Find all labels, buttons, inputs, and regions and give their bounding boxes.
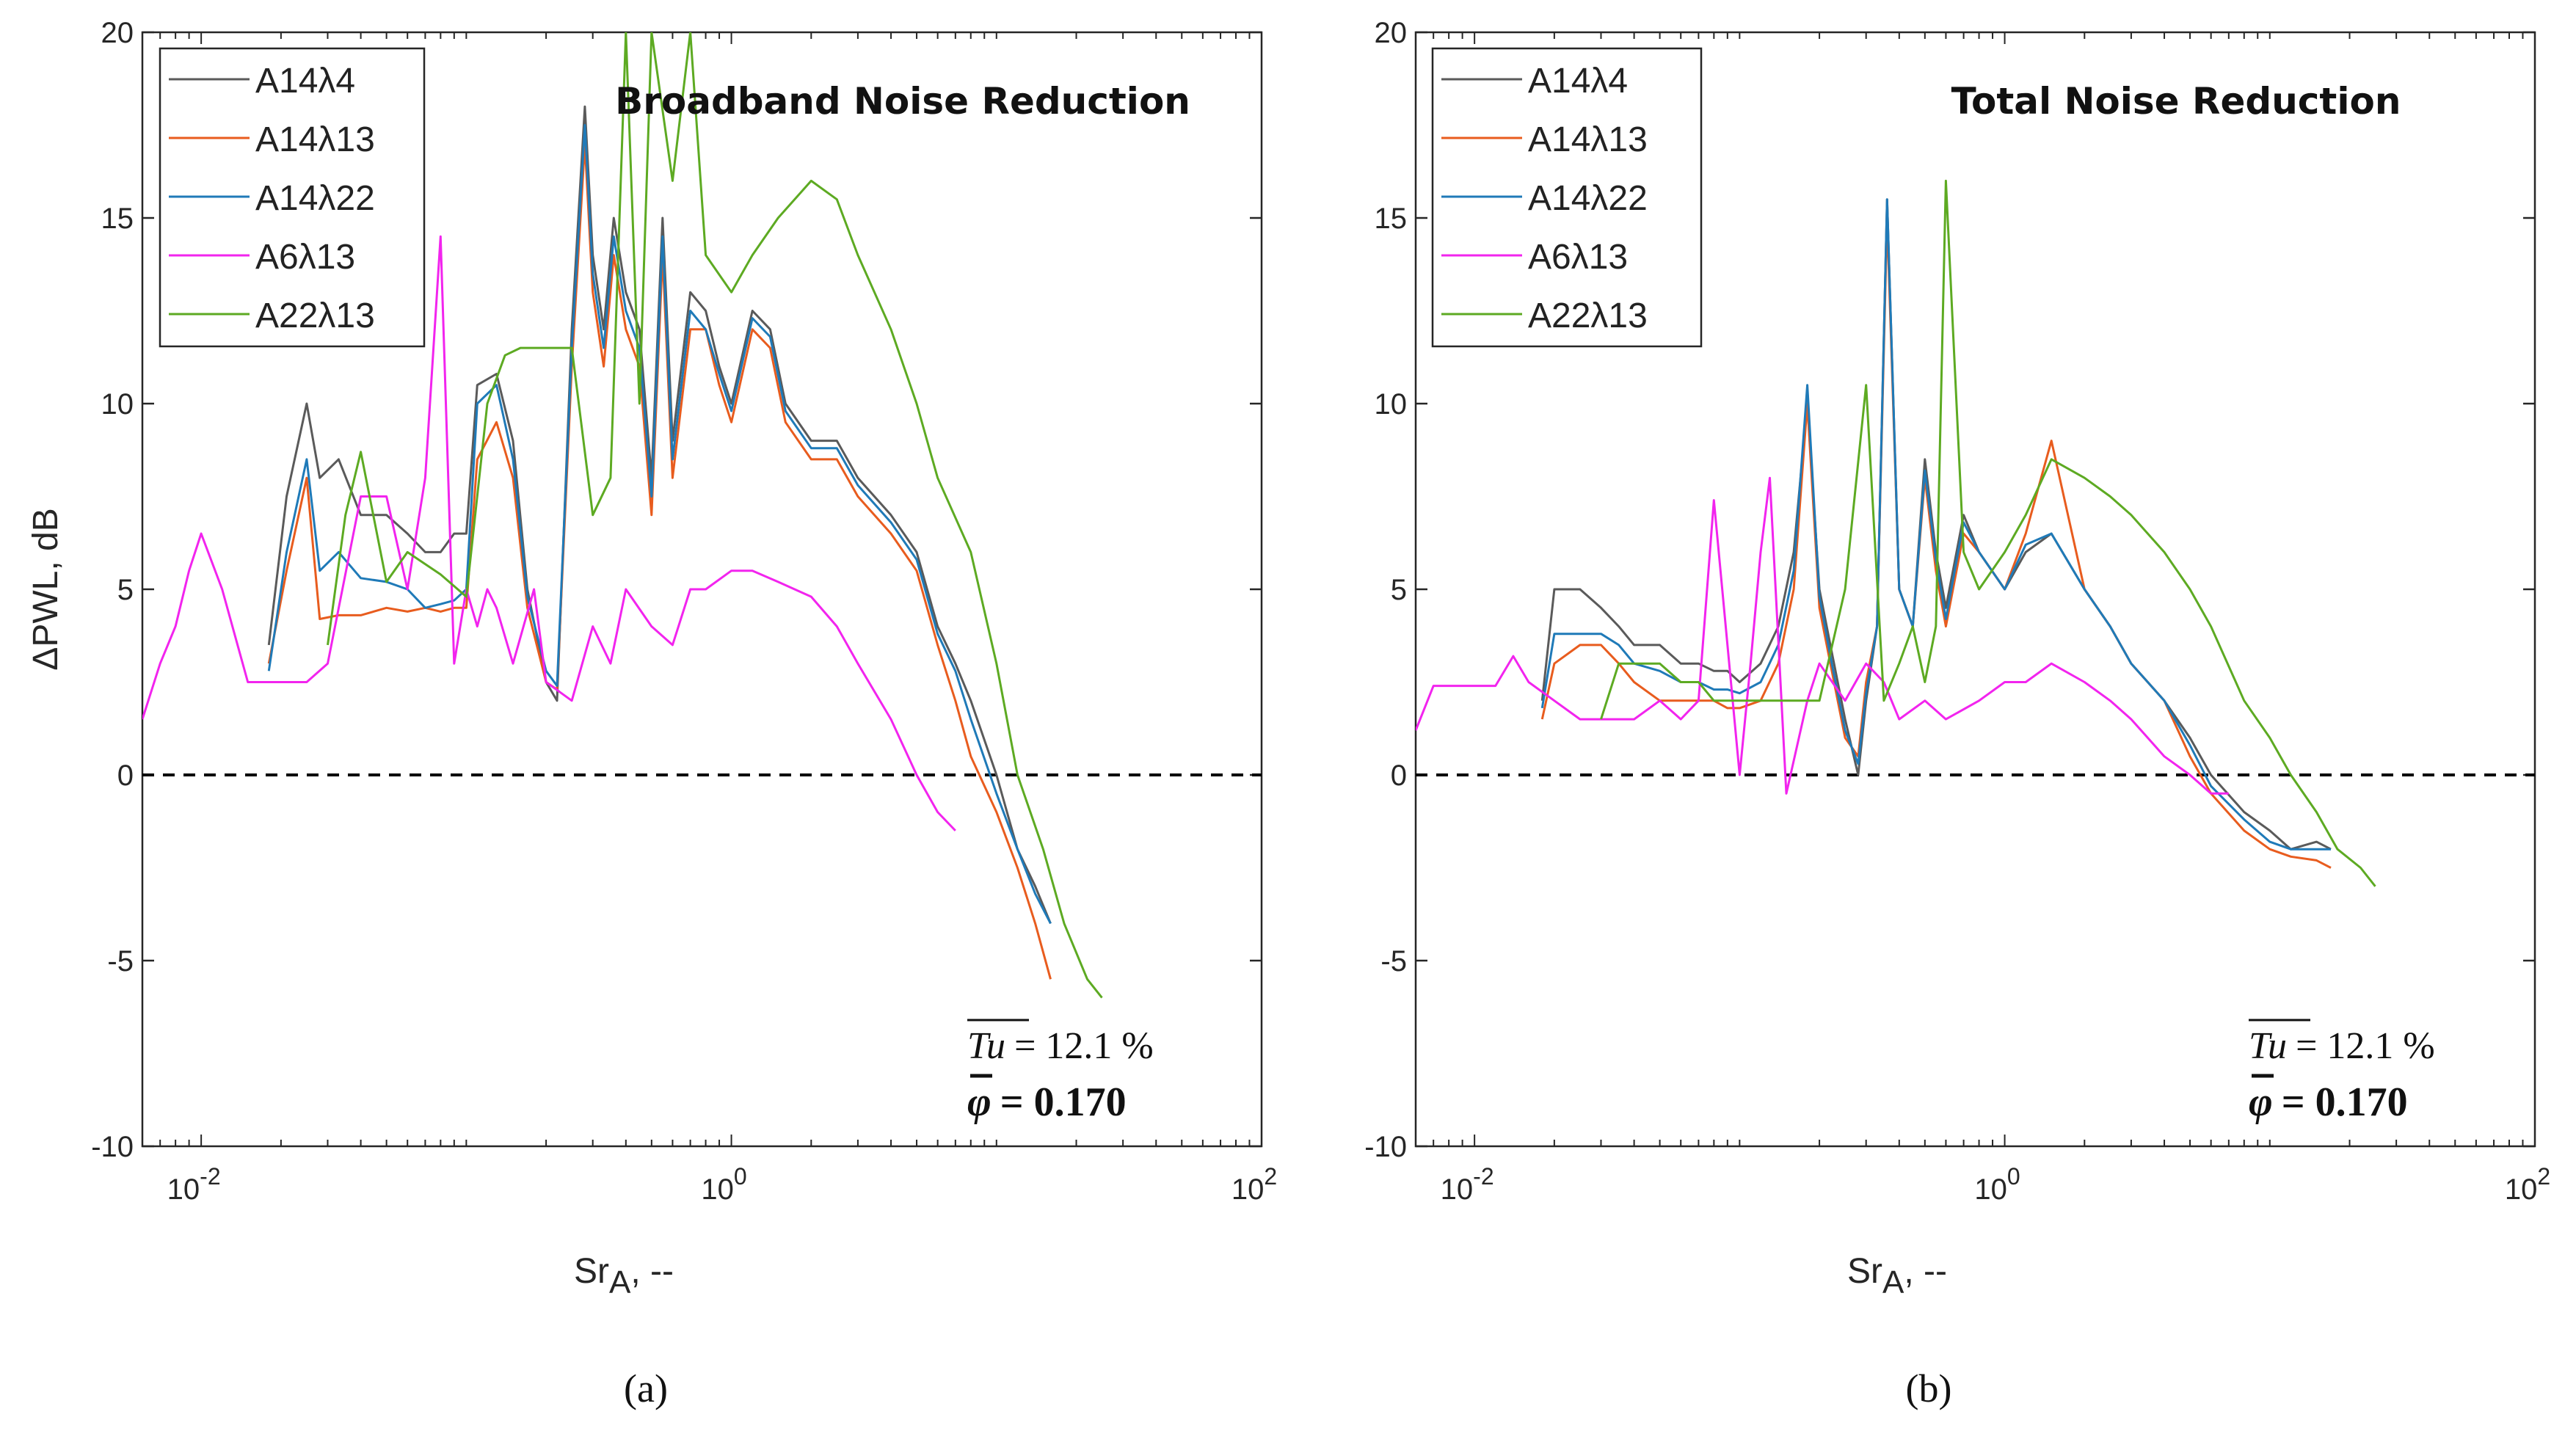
legend-label: A6λ13 <box>1528 238 1628 277</box>
y-tick-label: -5 <box>107 945 134 977</box>
series-line-A22λ13 <box>1600 179 2376 887</box>
y-tick-label: -10 <box>1364 1131 1407 1163</box>
y-tick-label: 5 <box>1391 574 1407 606</box>
y-tick-label: 0 <box>1391 760 1407 792</box>
legend-label: A14λ13 <box>1528 120 1648 159</box>
y-axis-label: ΔPWL, dB <box>26 508 65 670</box>
legend-label: A14λ22 <box>255 179 375 218</box>
y-tick-label: 20 <box>1375 17 1408 49</box>
y-tick-label: 0 <box>117 760 134 792</box>
series-line-A22λ13 <box>327 32 1103 999</box>
x-axis-label: SrA, -- <box>1847 1252 1947 1300</box>
y-tick-label: 15 <box>1375 203 1408 235</box>
x-tick-label: 100 <box>701 1163 746 1206</box>
series-group <box>142 32 1103 999</box>
turbulence-annotation: Tu = 12.1 % <box>2249 1025 2435 1067</box>
phi-annotation: φ = 0.170 <box>967 1079 1127 1125</box>
x-axis-label: SrA, -- <box>574 1252 674 1300</box>
series-line-A14λ4 <box>267 105 1052 924</box>
series-line-A6λ13 <box>142 235 956 831</box>
legend-label: A14λ22 <box>1528 179 1648 218</box>
series-line-A14λ22 <box>267 124 1052 925</box>
y-tick-label: -10 <box>91 1131 134 1163</box>
legend-label: A22λ13 <box>1528 296 1648 335</box>
y-tick-label: 5 <box>117 574 134 606</box>
chart-title: Broadband Noise Reduction <box>615 80 1190 123</box>
panel-b: -10 -5 0 5 10 15 20 10-2 100 102 Total Noise Reduc… <box>1364 17 2550 1410</box>
phi-annotation: φ = 0.170 <box>2249 1079 2408 1125</box>
x-tick-label: 102 <box>1231 1163 1277 1206</box>
series-line-A6λ13 <box>1416 476 2229 795</box>
legend-label: A14λ13 <box>255 120 375 159</box>
y-tick-label: 10 <box>101 388 134 420</box>
x-tick-label: 100 <box>1974 1163 2020 1206</box>
panel-caption: (b) <box>1906 1366 1952 1410</box>
series-line-A14λ13 <box>267 142 1052 980</box>
x-tick-label: 10-2 <box>1441 1163 1494 1206</box>
legend-label: A6λ13 <box>255 238 355 277</box>
x-tick-label: 10-2 <box>167 1163 221 1206</box>
panel-caption: (a) <box>624 1366 668 1410</box>
x-tick-label: 102 <box>2505 1163 2550 1206</box>
legend-label: A14λ4 <box>1528 62 1628 101</box>
chart-title: Total Noise Reduction <box>1951 80 2401 123</box>
turbulence-annotation: Tu = 12.1 % <box>967 1025 1154 1067</box>
legend-label: A14λ4 <box>255 62 355 101</box>
y-tick-label: 10 <box>1375 388 1408 420</box>
panel-a: -10 -5 0 5 10 15 20 10-2 100 102 Broadband Noise R… <box>26 17 1277 1410</box>
series-group <box>1416 179 2376 887</box>
y-tick-label: -5 <box>1380 945 1407 977</box>
y-tick-label: 20 <box>101 17 134 49</box>
y-tick-label: 15 <box>101 203 134 235</box>
legend-label: A22λ13 <box>255 296 375 335</box>
